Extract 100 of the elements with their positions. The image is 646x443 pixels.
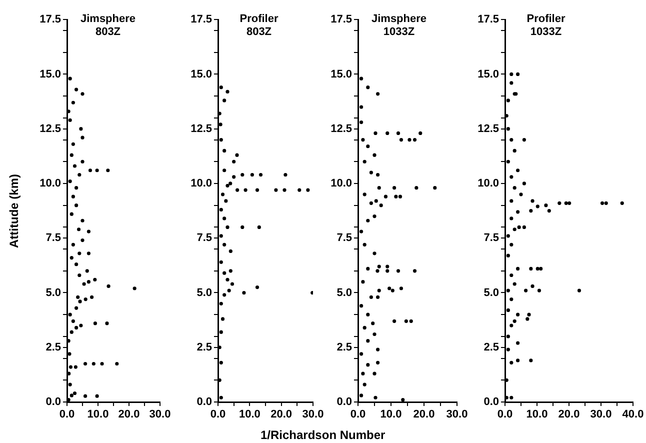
y-tick-label: 15.0: [190, 68, 212, 80]
y-tick-label: 17.5: [330, 14, 352, 26]
y-tick-label: 2.5: [46, 341, 61, 354]
y-axis-title: Attitude (km): [7, 174, 21, 248]
point: [219, 260, 223, 264]
point: [219, 330, 223, 334]
point: [219, 86, 223, 90]
point: [228, 269, 232, 273]
y-tick-label: 10.0: [330, 178, 352, 190]
y-tick-label: 5.0: [46, 286, 61, 299]
point: [240, 172, 244, 177]
x-tick-label: 30.0: [149, 408, 171, 421]
y-tick-label: 17.5: [40, 14, 61, 26]
point: [244, 188, 248, 192]
point: [220, 317, 225, 321]
y-tick-label: 17.5: [190, 14, 212, 26]
point: [226, 278, 230, 282]
point: [236, 188, 240, 192]
y-tick-label: 0.0: [336, 396, 352, 408]
y-tick-label: 7.5: [196, 232, 212, 244]
point: [242, 290, 246, 295]
point: [282, 188, 286, 192]
point: [250, 172, 254, 177]
point: [222, 293, 226, 297]
point: [257, 225, 261, 229]
point: [222, 148, 226, 153]
x-tick-label: 10.0: [380, 408, 402, 421]
x-tick-label: 0.0: [210, 408, 226, 421]
y-tick-label: 2.5: [484, 341, 499, 354]
y-tick-label: 10.0: [40, 178, 61, 190]
x-tick-label: 20.0: [413, 408, 435, 421]
point: [230, 282, 234, 286]
y-tick-label: 5.0: [336, 286, 352, 299]
y-tick-label: 15.0: [330, 68, 352, 80]
y-tick-label: 15.0: [478, 68, 499, 80]
point: [232, 160, 236, 164]
y-tick-label: 12.5: [190, 122, 212, 135]
point: [222, 168, 226, 172]
point: [228, 182, 232, 186]
point: [219, 208, 223, 212]
point: [306, 188, 310, 192]
point: [219, 360, 223, 364]
x-tick-label: 0.0: [350, 408, 366, 421]
point: [222, 216, 226, 220]
point: [232, 175, 236, 179]
y-tick-label: 2.5: [336, 341, 352, 354]
x-tick-label: 30.0: [590, 408, 612, 421]
chart-title: Profiler 803Z: [238, 13, 280, 39]
point: [226, 225, 230, 229]
y-tick-label: 5.0: [484, 286, 499, 299]
point: [224, 199, 228, 203]
point: [235, 153, 239, 157]
y-tick-label: 2.5: [196, 341, 212, 354]
y-tick-label: 0.0: [46, 396, 61, 408]
point: [255, 188, 260, 192]
point: [218, 122, 222, 126]
y-tick-label: 12.5: [40, 122, 61, 135]
y-tick-label: 12.5: [330, 122, 352, 135]
x-tick-label: 30.0: [302, 408, 324, 421]
y-tick-label: 7.5: [484, 232, 499, 244]
point: [258, 172, 263, 177]
point: [220, 192, 225, 196]
point: [274, 188, 278, 192]
point: [284, 172, 288, 177]
y-tick-label: 10.0: [190, 178, 212, 190]
y-tick-label: 5.0: [196, 286, 212, 299]
x-tick-label: 10.0: [238, 408, 260, 421]
x-tick-label: 10.0: [526, 408, 548, 421]
point: [228, 249, 232, 254]
point: [240, 225, 244, 229]
point: [222, 242, 226, 246]
point: [222, 271, 226, 275]
chart-title: Jimsphere 1033Z: [370, 13, 428, 39]
point: [227, 288, 231, 292]
y-tick-label: 15.0: [40, 68, 61, 80]
point: [219, 138, 223, 142]
x-tick-label: 0.0: [59, 408, 75, 421]
point: [298, 188, 302, 192]
y-tick-label: 7.5: [46, 232, 61, 244]
y-tick-label: 17.5: [478, 14, 499, 26]
x-tick-label: 0.0: [497, 408, 513, 421]
y-tick-label: 7.5: [336, 232, 352, 244]
point: [219, 302, 223, 306]
x-tick-label: 20.0: [558, 408, 580, 421]
point: [219, 234, 223, 238]
y-tick-label: 10.0: [478, 178, 499, 190]
chart-title: Jimsphere 803Z: [79, 13, 137, 39]
y-tick-label: 12.5: [478, 122, 499, 135]
y-tick-label: 0.0: [196, 396, 212, 408]
point: [226, 90, 230, 94]
x-tick-label: 40.0: [622, 408, 644, 421]
point: [255, 285, 260, 290]
x-tick-label: 10.0: [87, 408, 109, 421]
point: [222, 98, 226, 102]
x-tick-label: 20.0: [118, 408, 140, 421]
x-axis-title: 1/Richardson Number: [260, 428, 386, 442]
x-tick-label: 20.0: [270, 408, 292, 421]
y-tick-label: 0.0: [484, 396, 499, 408]
x-tick-label: 30.0: [446, 408, 468, 421]
point: [219, 396, 223, 400]
